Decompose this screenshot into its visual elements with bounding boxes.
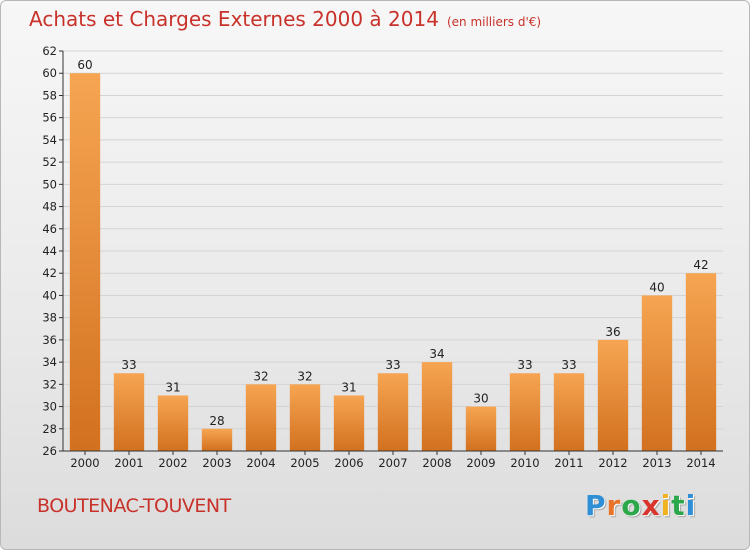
logo-letter: r xyxy=(606,489,622,522)
bar-2002 xyxy=(157,395,189,451)
bar-2008 xyxy=(421,362,453,451)
chart-subtitle: (en milliers d'€) xyxy=(446,15,542,29)
x-tick-label: 2008 xyxy=(422,456,451,470)
bar-2013 xyxy=(641,295,673,451)
bar-2000 xyxy=(69,73,101,451)
value-label: 36 xyxy=(605,325,620,339)
value-label: 32 xyxy=(297,369,312,383)
y-tick-label: 60 xyxy=(42,66,57,80)
x-tick-label: 2012 xyxy=(598,456,627,470)
logo-letter: t xyxy=(671,489,686,522)
value-label: 33 xyxy=(385,358,400,372)
value-label: 33 xyxy=(561,358,576,372)
value-label: 28 xyxy=(209,414,224,428)
bar-2012 xyxy=(597,339,629,451)
value-label: 32 xyxy=(253,369,268,383)
bar-2007 xyxy=(377,373,409,451)
y-tick-label: 30 xyxy=(42,400,57,414)
proxiti-logo: Proxiti xyxy=(585,489,696,522)
value-label: 42 xyxy=(693,258,708,272)
labels: 26 28 30 32 34 36 38 40 42 44 46 48 50 52 54 56 58 60 62 60… xyxy=(42,44,715,470)
value-label: 30 xyxy=(473,392,488,406)
value-label: 31 xyxy=(341,380,356,394)
y-tick-label: 26 xyxy=(42,444,57,458)
y-tick-label: 50 xyxy=(42,177,57,191)
y-tick-label: 44 xyxy=(42,244,57,258)
bar-2005 xyxy=(289,384,321,451)
x-tick-label: 2000 xyxy=(70,456,99,470)
x-tick-label: 2011 xyxy=(554,456,583,470)
x-tick-label: 2007 xyxy=(378,456,407,470)
bar-2011 xyxy=(553,373,585,451)
y-tick-label: 48 xyxy=(42,200,57,214)
chart-title-text: Achats et Charges Externes 2000 à 2014 xyxy=(29,7,439,31)
x-tick-label: 2004 xyxy=(246,456,275,470)
y-tick-label: 54 xyxy=(42,133,57,147)
axes xyxy=(59,50,723,455)
y-tick-label: 58 xyxy=(42,88,57,102)
x-tick-label: 2009 xyxy=(466,456,495,470)
value-label: 34 xyxy=(429,347,444,361)
x-tick-label: 2006 xyxy=(334,456,363,470)
x-tick-label: 2010 xyxy=(510,456,539,470)
bar-2006 xyxy=(333,395,365,451)
bar-2014 xyxy=(685,273,717,451)
bar-2001 xyxy=(113,373,145,451)
y-tick-label: 46 xyxy=(42,222,57,236)
y-tick-label: 38 xyxy=(42,311,57,325)
logo-letter: i xyxy=(660,489,672,522)
x-tick-label: 2014 xyxy=(686,456,715,470)
bar-2010 xyxy=(509,373,541,451)
y-tick-label: 62 xyxy=(42,44,57,58)
commune-name: BOUTENAC-TOUVENT xyxy=(37,495,231,517)
y-tick-label: 36 xyxy=(42,333,57,347)
bars xyxy=(69,73,717,451)
x-tick-label: 2001 xyxy=(114,456,143,470)
x-tick-label: 2002 xyxy=(158,456,187,470)
x-tick-label: 2003 xyxy=(202,456,231,470)
y-tick-label: 42 xyxy=(42,266,57,280)
x-tick-label: 2005 xyxy=(290,456,319,470)
bar-2004 xyxy=(245,384,277,451)
y-tick-label: 32 xyxy=(42,377,57,391)
y-tick-label: 34 xyxy=(42,355,57,369)
chart-title: Achats et Charges Externes 2000 à 2014 (e… xyxy=(29,7,541,31)
logo-letter: x xyxy=(641,489,661,522)
bar-2009 xyxy=(465,406,497,451)
y-tick-label: 28 xyxy=(42,422,57,436)
value-label: 60 xyxy=(77,58,92,72)
bar-2003 xyxy=(201,428,233,451)
value-label: 31 xyxy=(165,380,180,394)
y-tick-label: 40 xyxy=(42,288,57,302)
value-label: 40 xyxy=(649,280,664,294)
logo-letter: i xyxy=(685,489,697,522)
value-label: 33 xyxy=(517,358,532,372)
y-tick-label: 56 xyxy=(42,111,57,125)
y-tick-label: 52 xyxy=(42,155,57,169)
logo-letter: P xyxy=(585,489,607,522)
x-tick-label: 2013 xyxy=(642,456,671,470)
value-label: 33 xyxy=(121,358,136,372)
logo-letter: o xyxy=(621,489,642,522)
